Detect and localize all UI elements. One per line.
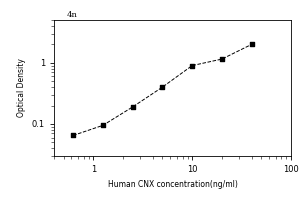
Point [220, 57, 224, 61]
Point [100, 124, 105, 127]
Text: 4n: 4n [67, 11, 78, 19]
Point [71, 134, 76, 137]
Point [160, 86, 165, 89]
Point [130, 105, 135, 109]
X-axis label: Human CNX concentration(ng/ml): Human CNX concentration(ng/ml) [108, 180, 237, 189]
Y-axis label: Optical Density: Optical Density [17, 59, 26, 117]
Point [249, 43, 254, 46]
Point [190, 64, 195, 67]
